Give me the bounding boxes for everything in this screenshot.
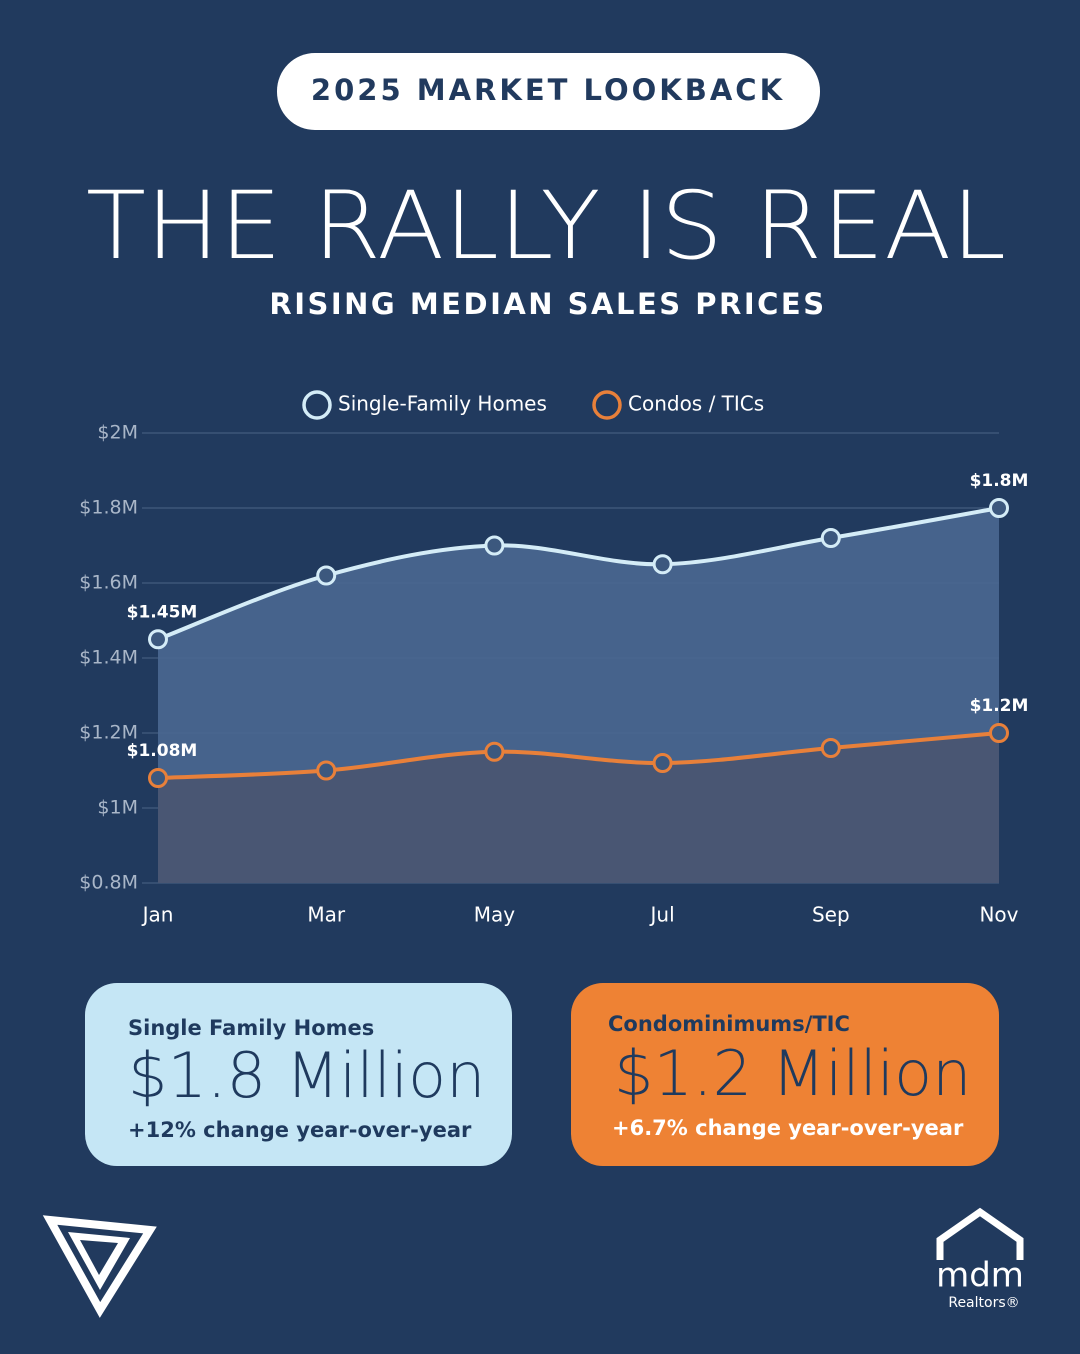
brand: mdm [936, 1256, 1024, 1296]
data-label: $1.8M [970, 471, 1029, 491]
point [316, 760, 337, 781]
point [652, 753, 673, 773]
y-tick-label: $1M [97, 797, 138, 819]
data-label: $1.2M [970, 696, 1029, 716]
x-tick-label: Jan [141, 903, 174, 927]
card [571, 983, 999, 1166]
legend-marker [592, 390, 622, 420]
y-tick-label: $1.2M [79, 722, 138, 744]
line [157, 731, 1000, 780]
point [989, 498, 1009, 518]
tagline: Realtors® [948, 1295, 1019, 1311]
data-label: $1.45M [127, 602, 198, 622]
card-title: Single Family Homes [128, 1016, 374, 1040]
logo-right: mdm Realtors® [936, 1207, 1024, 1311]
y-tick-label: $1.8M [79, 497, 138, 519]
card-value: $1.2 Million [614, 1037, 971, 1110]
card-title: Condominimums/TIC [608, 1012, 850, 1036]
point [484, 535, 505, 556]
badge [277, 53, 820, 130]
card-change: +12% change year-over-year [128, 1118, 472, 1142]
x-tick-label: Sep [812, 903, 850, 927]
legend-label: Condos / TICs [628, 392, 764, 416]
area [158, 733, 999, 883]
y-tick-label: $1.4M [79, 647, 138, 669]
legend-label: Single-Family Homes [338, 392, 547, 416]
y-tick-label: $0.8M [79, 872, 138, 894]
card-value: $1.8 Million [128, 1039, 485, 1112]
subtitle: RISING MEDIAN SALES PRICES [269, 287, 826, 321]
chart: $0.8M $1M $1.2M $1.4M $1.6M $1.8M $2M Jan Mar May… [79, 390, 1029, 927]
point [820, 738, 841, 758]
x-tick-label: Jul [649, 903, 675, 927]
x-tick-label: Nov [979, 903, 1018, 927]
legend-marker [302, 390, 332, 420]
card [85, 983, 512, 1166]
data-label: $1.08M [127, 741, 198, 761]
badge-text: 2025 MARKET LOOKBACK [311, 73, 785, 107]
point [316, 565, 337, 586]
point [148, 768, 168, 788]
y-tick-label: $2M [97, 422, 138, 444]
line [157, 506, 1000, 642]
x-tick-label: May [474, 903, 516, 927]
title: THE RALLY IS REAL [86, 172, 1006, 281]
logo-left [42, 1215, 157, 1318]
card-change: +6.7% change year-over-year [612, 1116, 964, 1140]
point [652, 554, 673, 575]
x-tick-label: Mar [307, 903, 346, 927]
point [989, 723, 1009, 743]
point [484, 741, 505, 762]
y-tick-label: $1.6M [79, 572, 138, 594]
point [148, 629, 168, 650]
point [820, 528, 841, 548]
